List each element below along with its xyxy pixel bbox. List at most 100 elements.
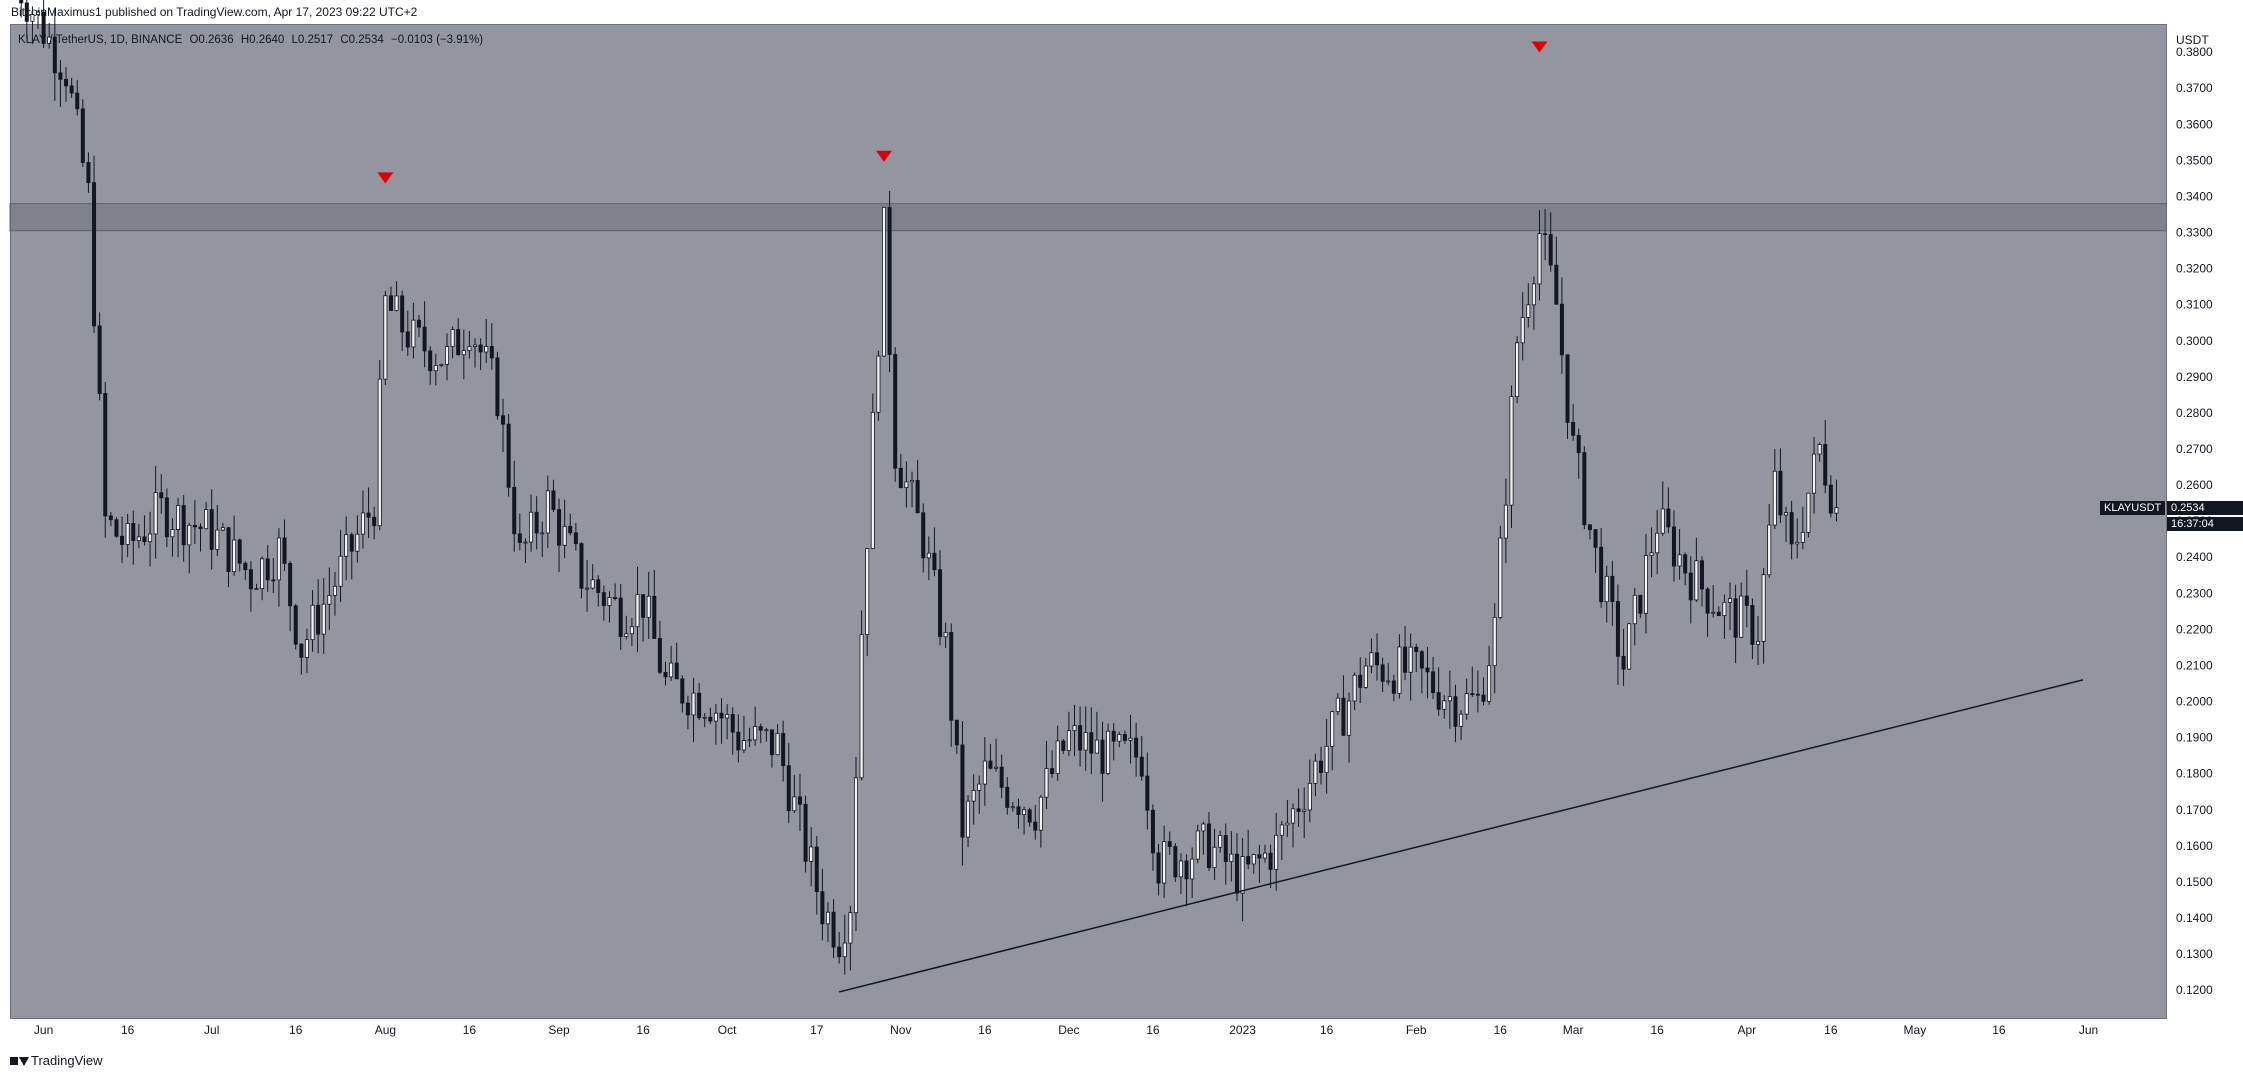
candle (265, 545, 270, 592)
x-tick-label: 16 (1992, 1023, 2006, 1037)
candle (982, 736, 987, 806)
candle (1139, 735, 1144, 781)
candle (781, 720, 786, 782)
candle (209, 489, 214, 570)
candle (103, 381, 108, 538)
candle (1520, 292, 1525, 361)
x-tick-label: 16 (463, 1023, 477, 1037)
y-tick-label: 0.3800 (2176, 45, 2213, 59)
candle (1627, 622, 1632, 671)
candle (1223, 823, 1228, 885)
candle (624, 615, 629, 640)
candle (747, 727, 752, 748)
candle (730, 707, 735, 755)
candle (1481, 677, 1486, 706)
x-tick-label: 16 (1494, 1023, 1508, 1037)
x-tick-label: Feb (1406, 1023, 1427, 1037)
candle (1772, 448, 1777, 529)
candle (1128, 714, 1133, 764)
x-tick-label: 16 (289, 1023, 303, 1037)
candle (114, 517, 119, 538)
candle (1363, 657, 1368, 689)
x-tick-label: 16 (1146, 1023, 1160, 1037)
candle (1285, 800, 1290, 838)
candle (1330, 710, 1335, 771)
candle (988, 743, 993, 770)
candle (64, 67, 69, 102)
candle (876, 350, 881, 421)
candle (192, 500, 197, 544)
y-tick-label: 0.1400 (2176, 911, 2213, 925)
candle (971, 774, 976, 825)
candle (1447, 670, 1452, 729)
candle (1022, 806, 1027, 835)
candle (495, 351, 500, 420)
candle (551, 479, 556, 513)
candle (1537, 209, 1542, 301)
candle (1694, 537, 1699, 602)
candle (1375, 633, 1380, 681)
candle (1234, 833, 1239, 902)
candle (383, 290, 388, 385)
candle (1722, 594, 1727, 639)
candle (394, 281, 399, 312)
candle (1391, 674, 1396, 702)
candle (669, 645, 674, 682)
candle (439, 363, 444, 368)
candle (1660, 481, 1665, 536)
candle (523, 538, 528, 564)
candle (613, 583, 618, 601)
candle (534, 496, 539, 550)
candle (882, 206, 887, 357)
candle (663, 661, 668, 686)
candle (473, 338, 478, 368)
footer-brand[interactable]: TradingView (10, 1052, 103, 1074)
candle (1055, 725, 1060, 781)
support-trendline[interactable] (839, 679, 2084, 993)
candle (372, 506, 377, 540)
y-tick-label: 0.3000 (2176, 334, 2213, 348)
y-tick-label: 0.2100 (2176, 658, 2213, 672)
candle (921, 503, 926, 573)
x-tick-label: 17 (810, 1023, 824, 1037)
x-tick-label: Oct (718, 1023, 737, 1037)
candle (484, 319, 489, 364)
high-value: 0.2640 (249, 34, 285, 46)
candle (1526, 283, 1531, 328)
candle (164, 488, 169, 548)
candle (1800, 506, 1805, 550)
y-tick-label: 0.3400 (2176, 189, 2213, 203)
candle (585, 559, 590, 612)
candle (1319, 746, 1324, 785)
candle (1167, 831, 1172, 856)
candle (713, 704, 718, 745)
candle (433, 353, 438, 386)
open-value: 0.2636 (198, 34, 234, 46)
candle (1604, 565, 1609, 623)
candle (809, 827, 814, 887)
candle (1806, 492, 1811, 538)
candle (1016, 798, 1021, 829)
candle (1195, 824, 1200, 864)
candle (428, 346, 433, 385)
y-tick-label: 0.2700 (2176, 442, 2213, 456)
candle (1464, 678, 1469, 720)
candle (461, 329, 466, 380)
candle (1683, 552, 1688, 586)
candle (1582, 446, 1587, 530)
candle (994, 738, 999, 772)
candle (915, 460, 920, 514)
candle (652, 569, 657, 640)
y-tick-label: 0.3700 (2176, 81, 2213, 95)
candle (1739, 582, 1744, 638)
candle (1262, 844, 1267, 863)
time-axis[interactable] (10, 1019, 2167, 1047)
candle (1347, 692, 1352, 763)
candle (1498, 525, 1503, 620)
candle (725, 704, 730, 740)
candle (1515, 336, 1520, 404)
candle (629, 617, 634, 647)
candle (254, 583, 259, 590)
y-tick-label: 0.2900 (2176, 370, 2213, 384)
y-tick-label: 0.1500 (2176, 875, 2213, 889)
